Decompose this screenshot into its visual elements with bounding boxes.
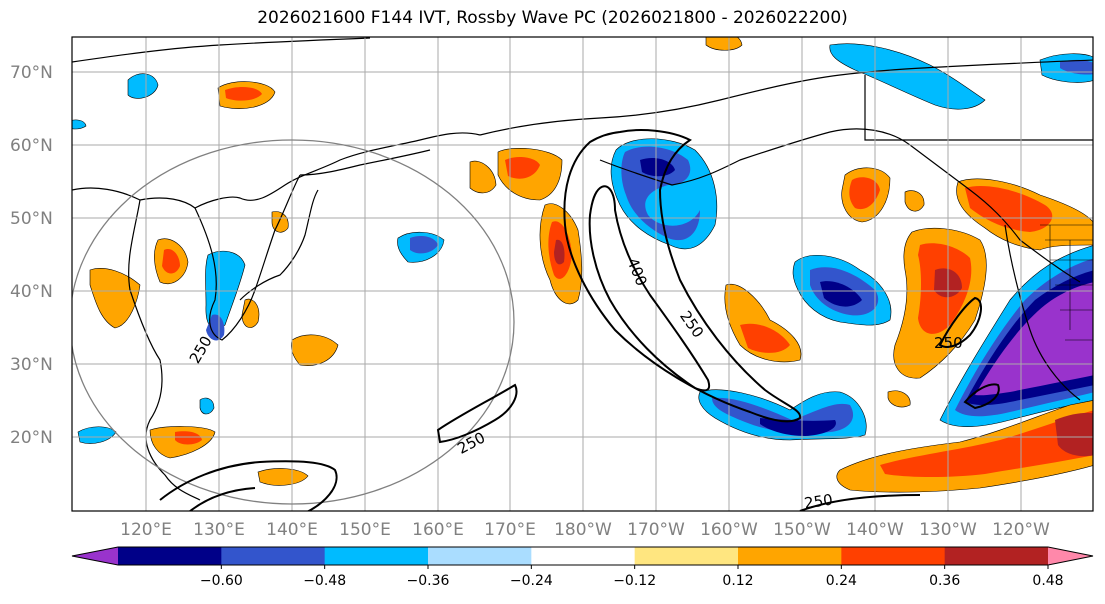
colorbar	[71, 546, 1094, 566]
lat-label-50: 50°N	[10, 209, 53, 229]
colorbar-tick-label: 0.48	[1032, 573, 1063, 589]
colorbar-outline	[71, 546, 1094, 566]
colorbar-segment	[531, 547, 636, 565]
colorbar-segment	[324, 547, 429, 565]
colorbar-tick-label: −0.24	[510, 573, 553, 589]
borders	[1040, 224, 1093, 341]
lon-label-160e: 160°E	[412, 520, 464, 540]
colorbar-segment	[738, 547, 842, 565]
colorbar-tick-label: −0.12	[613, 573, 656, 589]
lon-label-170e: 170°E	[484, 520, 536, 540]
lon-labels: 120°E 130°E 140°E 150°E 160°E 170°E 180°…	[120, 520, 1050, 540]
colorbar-extend-high	[1048, 547, 1093, 565]
region-circle	[72, 139, 515, 505]
ivt-shading	[72, 37, 1093, 493]
lon-label-140w: 140°W	[846, 520, 904, 540]
lat-labels: 70°N 60°N 50°N 40°N 30°N 20°N	[10, 63, 53, 448]
map-title: 2026021600 F144 IVT, Rossby Wave PC (202…	[257, 8, 848, 28]
lat-label-30: 30°N	[10, 355, 53, 375]
lon-label-120e: 120°E	[120, 520, 172, 540]
colorbar-segment	[841, 547, 946, 565]
colorbar-segment	[944, 547, 1049, 565]
colorbar-tick-label: 0.12	[722, 573, 753, 589]
colorbar-segment	[221, 547, 326, 565]
colorbar-tick-label: −0.36	[407, 573, 450, 589]
lat-label-40: 40°N	[10, 282, 53, 302]
map-content	[72, 37, 1093, 511]
colorbar-tick-label: 0.36	[929, 573, 960, 589]
contour-label-250-b: 250	[934, 334, 963, 352]
colorbar-extend-low	[72, 547, 118, 565]
colorbar-tick-label: −0.60	[200, 573, 243, 589]
map-frame	[71, 36, 1094, 512]
lon-label-130w: 130°W	[919, 520, 977, 540]
colorbar-tick-label: −0.48	[303, 573, 346, 589]
lon-label-150w: 150°W	[773, 520, 831, 540]
ivt-contours	[159, 129, 1000, 511]
lon-label-140e: 140°E	[266, 520, 318, 540]
lon-label-120w: 120°W	[992, 520, 1050, 540]
colorbar-segment	[634, 547, 739, 565]
coastlines	[72, 37, 1093, 501]
colorbar-segment	[428, 547, 532, 565]
contour-label-250-e: 250	[803, 491, 834, 513]
lat-label-20: 20°N	[10, 428, 53, 448]
lon-label-170w: 170°W	[627, 520, 685, 540]
lon-label-150e: 150°E	[339, 520, 391, 540]
lon-label-160w: 160°W	[700, 520, 758, 540]
lon-label-180w: 180°W	[554, 520, 612, 540]
lat-label-60: 60°N	[10, 136, 53, 156]
colorbar-segment	[118, 547, 222, 565]
colorbar-tick-labels: −0.60 −0.48 −0.36 −0.24 −0.12 0.12 0.24 0.36 0.4…	[200, 565, 1064, 589]
colorbar-tick-label: 0.24	[826, 573, 857, 589]
lat-label-70: 70°N	[10, 63, 53, 83]
lon-label-130e: 130°E	[193, 520, 245, 540]
